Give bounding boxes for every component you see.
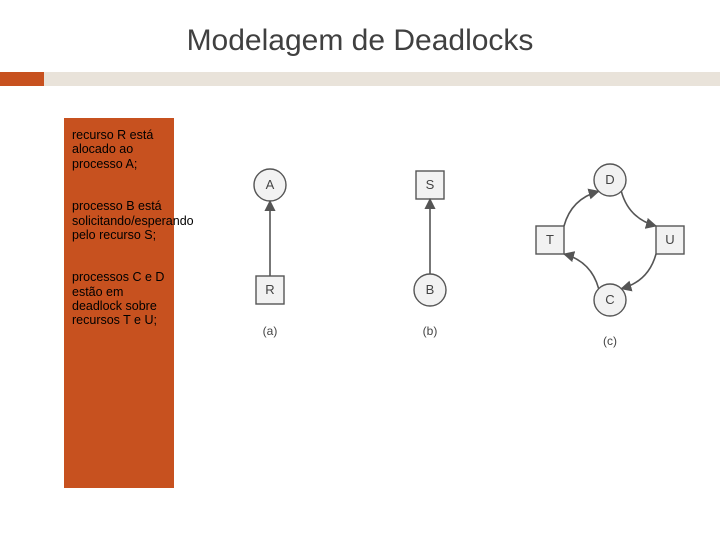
diagram-area: A R (a) S B (b) D C T U (c) bbox=[210, 150, 700, 390]
sidebar-item-b: processo B está solicitando/esperando pe… bbox=[72, 199, 166, 242]
edge bbox=[564, 254, 599, 289]
edge bbox=[621, 254, 656, 289]
process-label-b: B bbox=[426, 282, 435, 297]
resource-label-t: T bbox=[546, 232, 554, 247]
resource-label-r: R bbox=[265, 282, 274, 297]
accent-bar-left bbox=[0, 72, 44, 86]
diagram-caption-a: (a) bbox=[263, 324, 278, 338]
process-label-d: D bbox=[605, 172, 614, 187]
diagram-caption-c: (c) bbox=[603, 334, 617, 348]
edge bbox=[564, 191, 599, 226]
accent-bar-right bbox=[44, 72, 720, 86]
process-label-a: A bbox=[266, 177, 275, 192]
resource-label-s: S bbox=[426, 177, 435, 192]
process-label-c: C bbox=[605, 292, 614, 307]
sidebar-item-a: recurso R está alocado ao processo A; bbox=[72, 128, 166, 171]
sidebar: recurso R está alocado ao processo A; pr… bbox=[64, 118, 174, 488]
edge bbox=[621, 191, 656, 226]
resource-label-u: U bbox=[665, 232, 674, 247]
diagram-caption-b: (b) bbox=[423, 324, 438, 338]
accent-bar bbox=[0, 72, 720, 86]
sidebar-item-c: processos C e D estão em deadlock sobre … bbox=[72, 270, 166, 328]
page-title: Modelagem de Deadlocks bbox=[0, 24, 720, 58]
deadlock-diagrams-svg: A R (a) S B (b) D C T U (c) bbox=[210, 150, 700, 390]
